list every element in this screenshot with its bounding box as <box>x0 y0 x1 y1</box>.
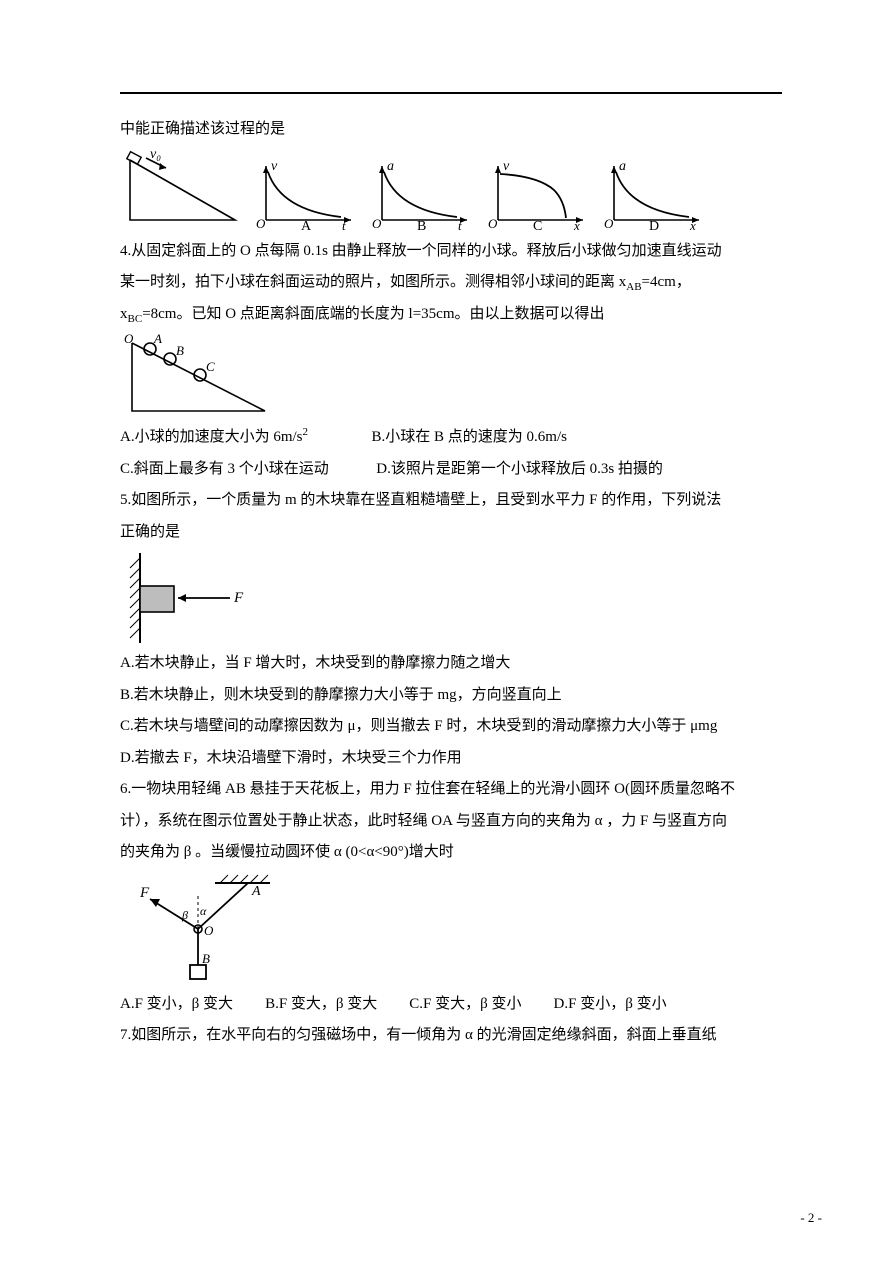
q4-line2a: 某一时刻，拍下小球在斜面运动的照片，如图所示。测得相邻小球间的距离 x <box>120 274 626 290</box>
q4-optA: A.小球的加速度大小为 6m/s2 <box>120 429 308 445</box>
q6-optA: A.F 变小，β 变大 <box>120 989 233 1021</box>
svg-text:O: O <box>124 331 134 346</box>
svg-text:C: C <box>533 219 542 230</box>
svg-text:t: t <box>342 218 346 230</box>
q4-opts-row1: A.小球的加速度大小为 6m/s2 B.小球在 B 点的速度为 0.6m/s <box>120 421 782 454</box>
q4-line3b: =8cm。已知 O 点距离斜面底端的长度为 l=35cm。由以上数据可以得出 <box>142 306 604 322</box>
q3-incline: v₀ <box>120 150 240 230</box>
q6-opts: A.F 变小，β 变大 B.F 变大，β 变大 C.F 变大，β 变小 D.F … <box>120 989 782 1021</box>
q5-optA: A.若木块静止，当 F 增大时，木块受到的静摩擦力随之增大 <box>120 648 782 680</box>
svg-text:B: B <box>176 343 184 358</box>
q4-opts-row2: C.斜面上最多有 3 个小球在运动 D.该照片是距第一个小球释放后 0.3s 拍… <box>120 454 782 486</box>
svg-text:v: v <box>271 160 278 174</box>
q4-line3-sub: BC <box>128 313 143 325</box>
q4-line3a: x <box>120 306 128 322</box>
svg-text:O: O <box>256 216 266 230</box>
svg-text:a: a <box>619 160 626 174</box>
svg-text:O: O <box>204 923 214 938</box>
svg-text:F: F <box>139 885 150 901</box>
top-rule <box>120 92 782 94</box>
q5-line1: 5.如图所示，一个质量为 m 的木块靠在竖直粗糙墙壁上，且受到水平力 F 的作用… <box>120 485 782 517</box>
svg-text:O: O <box>372 216 382 230</box>
svg-text:t: t <box>458 218 462 230</box>
q4-line1: 4.从固定斜面上的 O 点每隔 0.1s 由静止释放一个同样的小球。释放后小球做… <box>120 236 782 268</box>
q3-figures: v₀ O v t A O a <box>120 150 782 230</box>
q5-line2: 正确的是 <box>120 517 782 549</box>
graph-B: O a t B <box>362 160 472 230</box>
q6-optB: B.F 变大，β 变大 <box>265 989 377 1021</box>
svg-text:F: F <box>233 590 244 606</box>
svg-text:β: β <box>181 908 188 922</box>
svg-text:α: α <box>200 904 207 918</box>
svg-text:A: A <box>251 884 261 899</box>
svg-text:D: D <box>649 219 659 230</box>
q5-figure: F <box>120 548 270 648</box>
q6-figure: F A O B α β <box>120 869 280 989</box>
q5-optC: C.若木块与墙壁间的动摩擦因数为 μ，则当撤去 F 时，木块受到的滑动摩擦力大小… <box>120 711 782 743</box>
q7-line1: 7.如图所示，在水平向右的匀强磁场中，有一倾角为 α 的光滑固定绝缘斜面，斜面上… <box>120 1020 782 1052</box>
q4-figure: O A B C <box>120 331 270 421</box>
content-body: 中能正确描述该过程的是 v₀ O v t A <box>120 114 782 1052</box>
q4-optC: C.斜面上最多有 3 个小球在运动 <box>120 461 329 477</box>
q6-line3: 的夹角为 β 。当缓慢拉动圆环使 α (0<α<90°)增大时 <box>120 837 782 869</box>
q4-optB: B.小球在 B 点的速度为 0.6m/s <box>372 429 567 445</box>
page-number: - 2 - <box>800 1210 822 1226</box>
svg-text:a: a <box>387 160 394 174</box>
q6-line2: 计），系统在图示位置处于静止状态，此时轻绳 OA 与竖直方向的夹角为 α ，力 … <box>120 806 782 838</box>
q4-line2b: =4cm， <box>642 274 691 290</box>
q5-optB: B.若木块静止，则木块受到的静摩擦力大小等于 mg，方向竖直向上 <box>120 680 782 712</box>
svg-text:O: O <box>604 216 614 230</box>
graph-C: O v x C <box>478 160 588 230</box>
q6-optC: C.F 变大，β 变小 <box>409 989 521 1021</box>
svg-text:v: v <box>503 160 510 174</box>
q5-optD: D.若撤去 F，木块沿墙壁下滑时，木块受三个力作用 <box>120 743 782 775</box>
q4-line2-sub: AB <box>626 281 641 293</box>
graph-A: O v t A <box>246 160 356 230</box>
svg-text:C: C <box>206 359 215 374</box>
svg-text:A: A <box>153 331 162 346</box>
q6-optD: D.F 变小，β 变小 <box>554 989 667 1021</box>
q3-tail: 中能正确描述该过程的是 <box>120 114 782 146</box>
graph-D: O a x D <box>594 160 704 230</box>
q4-line3: xBC=8cm。已知 O 点距离斜面底端的长度为 l=35cm。由以上数据可以得… <box>120 299 782 331</box>
q4-optD: D.该照片是距第一个小球释放后 0.3s 拍摄的 <box>376 461 663 477</box>
svg-text:B: B <box>202 951 210 966</box>
q6-line1: 6.一物块用轻绳 AB 悬挂于天花板上，用力 F 拉住套在轻绳上的光滑小圆环 O… <box>120 774 782 806</box>
svg-text:B: B <box>417 219 426 230</box>
v0-label: v₀ <box>150 150 161 162</box>
svg-text:x: x <box>573 218 580 230</box>
svg-text:x: x <box>689 218 696 230</box>
svg-text:O: O <box>488 216 498 230</box>
svg-text:A: A <box>301 219 312 230</box>
q4-line2: 某一时刻，拍下小球在斜面运动的照片，如图所示。测得相邻小球间的距离 xAB=4c… <box>120 267 782 299</box>
